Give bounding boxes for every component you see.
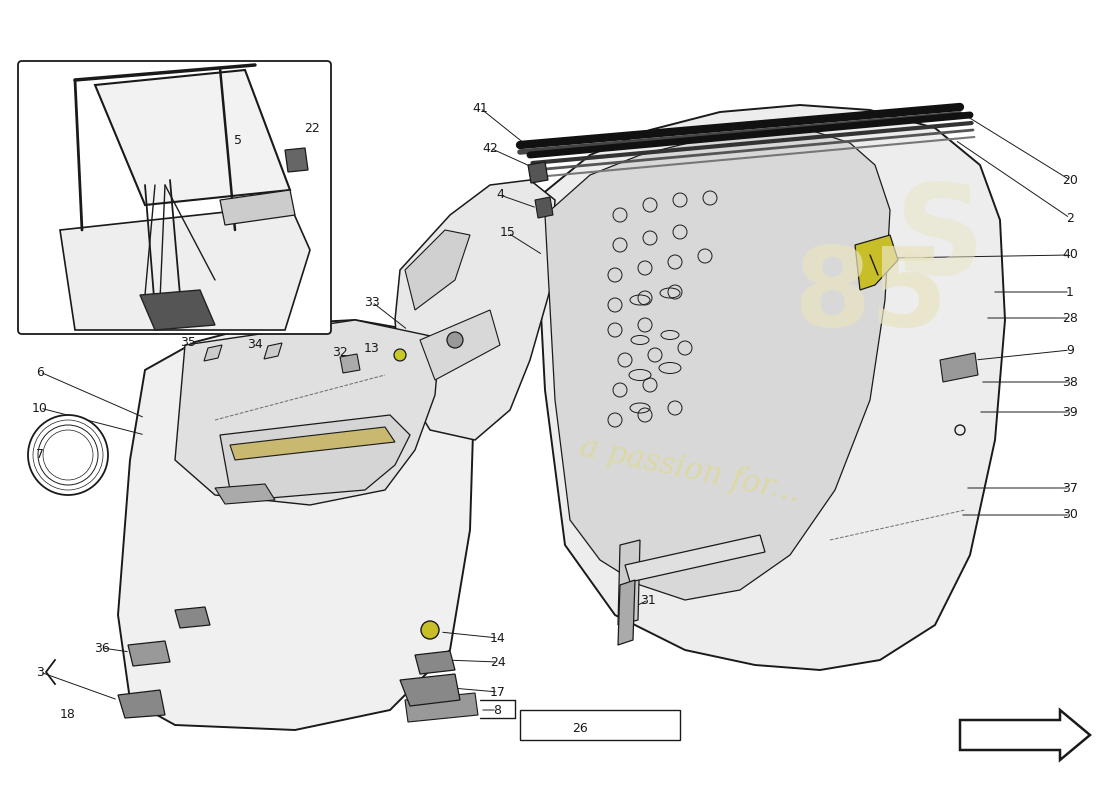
Polygon shape xyxy=(140,290,214,330)
Polygon shape xyxy=(535,197,553,218)
Text: 20: 20 xyxy=(1063,174,1078,186)
Polygon shape xyxy=(618,540,640,625)
Polygon shape xyxy=(618,580,635,645)
Polygon shape xyxy=(220,190,295,225)
Polygon shape xyxy=(535,105,1005,670)
Polygon shape xyxy=(204,345,222,361)
Polygon shape xyxy=(528,162,548,183)
Polygon shape xyxy=(940,353,978,382)
Text: 9: 9 xyxy=(1066,343,1074,357)
Polygon shape xyxy=(175,607,210,628)
Text: 35: 35 xyxy=(180,335,196,349)
Polygon shape xyxy=(625,535,764,582)
Text: 1: 1 xyxy=(1066,286,1074,298)
Polygon shape xyxy=(520,710,680,740)
Polygon shape xyxy=(415,651,455,674)
Polygon shape xyxy=(544,130,890,600)
Circle shape xyxy=(421,621,439,639)
Polygon shape xyxy=(405,230,470,310)
Polygon shape xyxy=(220,415,410,498)
Text: 41: 41 xyxy=(472,102,488,114)
Polygon shape xyxy=(128,641,170,666)
Circle shape xyxy=(447,332,463,348)
Text: 42: 42 xyxy=(482,142,498,154)
Text: 13: 13 xyxy=(364,342,380,354)
Text: 6: 6 xyxy=(36,366,44,378)
Circle shape xyxy=(394,349,406,361)
Polygon shape xyxy=(60,205,310,330)
Text: 38: 38 xyxy=(1063,375,1078,389)
Text: 39: 39 xyxy=(1063,406,1078,418)
Text: 17: 17 xyxy=(491,686,506,698)
Polygon shape xyxy=(395,180,556,440)
Polygon shape xyxy=(960,710,1090,760)
Text: 40: 40 xyxy=(1063,249,1078,262)
Text: 34: 34 xyxy=(248,338,263,350)
Polygon shape xyxy=(118,690,165,718)
Text: 37: 37 xyxy=(1063,482,1078,494)
Text: a passion for...: a passion for... xyxy=(578,431,803,509)
Text: 33: 33 xyxy=(364,295,380,309)
Polygon shape xyxy=(230,427,395,460)
Text: 10: 10 xyxy=(32,402,48,414)
FancyBboxPatch shape xyxy=(18,61,331,334)
Polygon shape xyxy=(855,235,898,290)
Polygon shape xyxy=(400,674,460,706)
Text: 18: 18 xyxy=(60,709,76,722)
Text: 14: 14 xyxy=(491,631,506,645)
Polygon shape xyxy=(118,320,475,730)
Polygon shape xyxy=(175,320,440,505)
Text: 28: 28 xyxy=(1063,311,1078,325)
Text: 15: 15 xyxy=(500,226,516,239)
Text: 36: 36 xyxy=(95,642,110,654)
Polygon shape xyxy=(95,70,290,205)
Polygon shape xyxy=(214,484,275,504)
Text: 30: 30 xyxy=(1063,509,1078,522)
Text: 24: 24 xyxy=(491,655,506,669)
Polygon shape xyxy=(405,693,478,722)
Polygon shape xyxy=(285,148,308,172)
Polygon shape xyxy=(264,343,282,359)
Text: 31: 31 xyxy=(640,594,656,606)
Text: 7: 7 xyxy=(36,449,44,462)
Text: 8: 8 xyxy=(493,703,500,717)
Text: 26: 26 xyxy=(572,722,587,734)
Polygon shape xyxy=(340,354,360,373)
Text: 3: 3 xyxy=(36,666,44,678)
Text: 85: 85 xyxy=(793,242,947,349)
Text: 4: 4 xyxy=(496,189,504,202)
Polygon shape xyxy=(420,310,500,380)
Text: 5: 5 xyxy=(234,134,242,146)
Text: 32: 32 xyxy=(332,346,348,358)
Text: S: S xyxy=(895,179,984,301)
Text: 2: 2 xyxy=(1066,211,1074,225)
Circle shape xyxy=(28,415,108,495)
Text: 22: 22 xyxy=(304,122,320,134)
